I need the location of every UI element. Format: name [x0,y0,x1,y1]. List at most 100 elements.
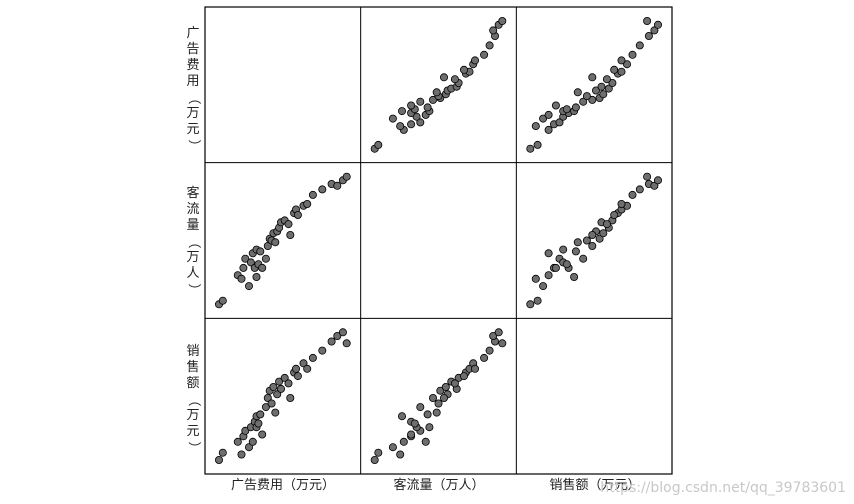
scatter-point [544,125,553,134]
row-label-char: 广 [186,26,200,41]
scatter-point [470,56,479,65]
scatter-point [254,419,263,428]
scatter-point [423,410,432,419]
scatter-point [267,399,276,408]
scatter-point [396,450,405,459]
scatter-point [428,95,437,104]
column-label-ad-cost: 广告费用（万元） [230,478,335,493]
scatter-point [269,382,278,391]
row-label-traffic: 客 流 量 （ 万 人 ） [183,186,203,298]
scatter-point [263,393,272,402]
scatter-point [494,328,503,337]
scatter-point [416,118,425,127]
scatter-point [276,384,285,393]
scatter-point [599,90,608,99]
scatter-point [261,254,270,263]
scatter-point [555,118,564,127]
scatter-point [280,373,289,382]
row-label-char: 量 [186,218,200,233]
scatter-point [459,65,468,74]
scatter-point [291,364,300,373]
row-label-char: 额 [186,376,200,391]
scatter-point [551,101,560,110]
scatter-point [597,82,606,91]
scatter-point [370,455,379,464]
scatter-point [531,274,540,283]
scatter-point [407,101,416,110]
scatter-point [628,50,637,59]
scatter-point [650,181,659,190]
row-label-char: 客 [186,186,200,201]
scatter-point [608,79,617,88]
scatter-point [397,412,406,421]
scatter-point [436,386,445,395]
scatter-point [623,60,632,69]
scatter-point [485,41,494,50]
scatter-point [439,73,448,82]
scatter-point [599,229,608,238]
scatter-point [239,263,248,272]
scatter-point [434,399,443,408]
scatter-point [533,140,542,149]
scatter-point [439,393,448,402]
scatter-point [241,254,250,263]
scatter-point [573,88,582,97]
row-label-char: （ [186,235,201,249]
scatter-point [654,176,663,185]
row-label-char: 售 [186,360,200,375]
row-label-char: 用 [186,74,200,89]
row-label-char: 万 [186,408,200,423]
scatter-point [244,282,253,291]
scatter-point [602,220,611,229]
scatter-point [450,75,459,84]
scatter-point [318,346,327,355]
scatter-point [544,110,553,119]
scatter-point [258,430,267,439]
row-label-char: ） [186,283,201,297]
scatter-point [293,372,302,381]
scatter-point [246,258,255,267]
scatter-point [582,236,591,245]
scatter-point [539,282,548,291]
scatter-point [318,185,327,194]
scatter-point [533,296,542,305]
scatter-point [579,97,588,106]
row-label-sales: 销 售 额 （ 万 元 ） [183,344,203,456]
scatter-point [595,234,604,243]
scatter-point [526,144,535,153]
row-label-char: 元 [186,122,200,137]
scatter-point [241,426,250,435]
scatter-point [480,353,489,362]
scatter-point [544,249,553,258]
scatter-point [570,272,579,281]
scatter-point [498,16,507,25]
scatter-point [303,364,312,373]
scatter-point [333,181,342,190]
scatter-point [293,210,302,219]
scatter-point [428,393,437,402]
column-label-sales: 销售额（万元） [549,478,641,493]
row-label-char: 元 [186,424,200,439]
scatter-point [333,331,342,340]
scatter-point [559,245,568,254]
scatter-point [582,92,591,101]
scatter-point [562,260,571,269]
scatter-point [432,88,441,97]
scatter-point [214,455,223,464]
scatter-point [258,263,267,272]
scatter-point [286,393,295,402]
scatter-point [470,364,479,373]
column-label-traffic: 客流量（万人） [393,478,485,493]
scatter-point [410,419,419,428]
scatter-point [450,379,459,388]
scatter-point [342,172,351,181]
row-label-char: （ [186,91,201,105]
scatter-point [407,120,416,129]
scatter-point [256,410,265,419]
scatter-point [399,437,408,446]
row-label-char: 流 [186,202,200,217]
scatter-point [617,67,626,76]
scatter-point [256,247,265,256]
scatter-point [244,443,253,452]
